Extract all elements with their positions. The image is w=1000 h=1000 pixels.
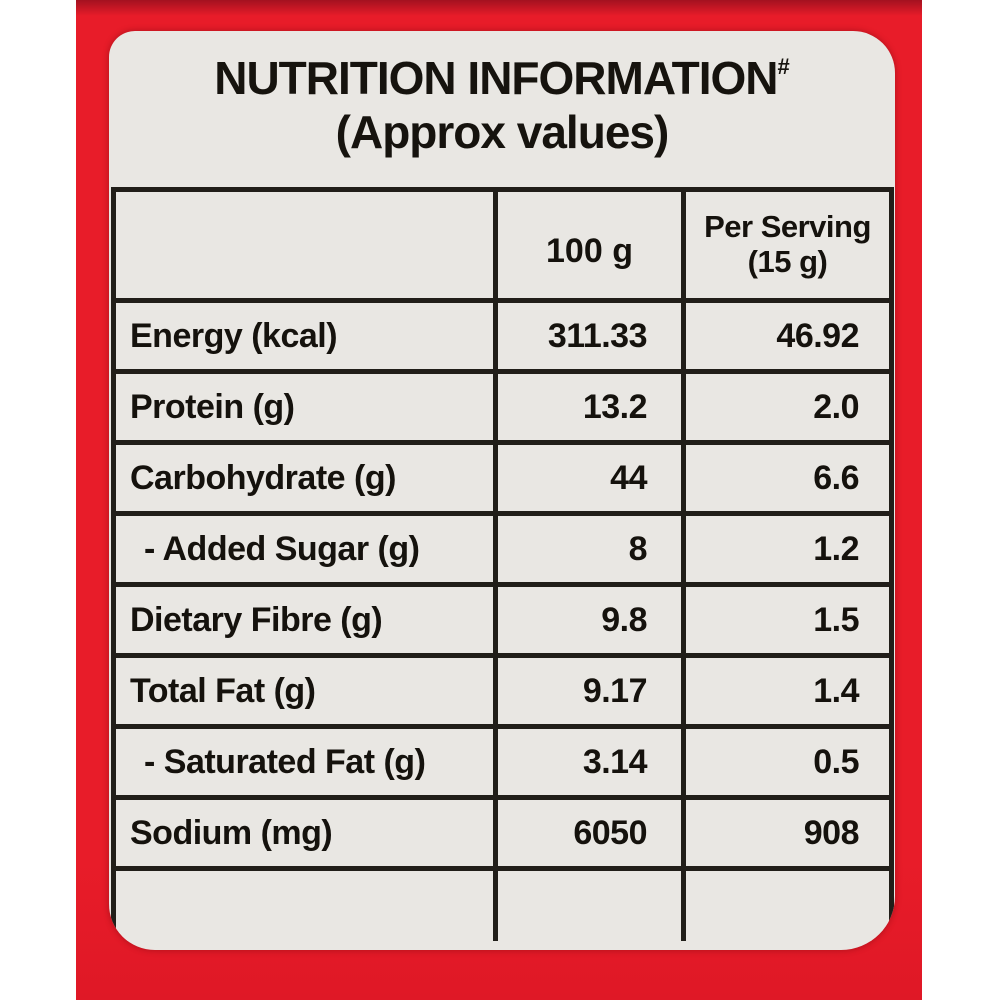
panel-title-text: NUTRITION INFORMATION <box>214 52 778 104</box>
red-package-background: NUTRITION INFORMATION# (Approx values) 1… <box>76 0 922 1000</box>
per-100g-value-cell: 311.33 <box>493 303 681 369</box>
per-serving-value-cell: 0.5 <box>681 729 889 795</box>
header-per-serving-line2: (15 g) <box>747 244 828 279</box>
table-row-empty <box>116 871 889 941</box>
per-serving-value-cell: 1.5 <box>681 587 889 653</box>
table-row: Carbohydrate (g) 44 6.6 <box>116 445 889 516</box>
per-serving-value-cell: 1.2 <box>681 516 889 582</box>
header-per-serving-cell: Per Serving (15 g) <box>681 192 889 298</box>
nutrition-table: 100 g Per Serving (15 g) Energy (kcal) 3… <box>111 187 894 941</box>
per-100g-value-cell: 6050 <box>493 800 681 866</box>
panel-title: NUTRITION INFORMATION# <box>109 51 895 105</box>
nutrient-name-cell: - Saturated Fat (g) <box>144 742 426 781</box>
panel-title-footnote-mark: # <box>777 54 790 79</box>
nutrition-table-body: Energy (kcal) 311.33 46.92 Protein (g) 1… <box>116 303 889 871</box>
empty-per-serving-cell <box>681 871 889 941</box>
per-serving-value-cell: 46.92 <box>681 303 889 369</box>
per-serving-value-cell: 2.0 <box>681 374 889 440</box>
empty-item-cell <box>116 871 493 941</box>
nutrient-name-cell: Sodium (mg) <box>130 813 333 852</box>
nutrient-name-cell: - Added Sugar (g) <box>144 529 420 568</box>
panel-subtitle: (Approx values) <box>335 106 670 158</box>
per-serving-value-cell: 908 <box>681 800 889 866</box>
per-100g-value-cell: 44 <box>493 445 681 511</box>
per-100g-value-cell: 9.8 <box>493 587 681 653</box>
per-100g-value-cell: 9.17 <box>493 658 681 724</box>
panel-title-block: NUTRITION INFORMATION# (Approx values) <box>109 31 895 159</box>
table-row: Sodium (mg) 6050 908 <box>116 800 889 871</box>
table-row: - Saturated Fat (g) 3.14 0.5 <box>116 729 889 800</box>
nutrient-name-cell: Protein (g) <box>130 387 295 426</box>
table-row: - Added Sugar (g) 8 1.2 <box>116 516 889 587</box>
per-serving-value-cell: 6.6 <box>681 445 889 511</box>
nutrient-name-cell: Energy (kcal) <box>130 316 338 355</box>
table-row: Dietary Fibre (g) 9.8 1.5 <box>116 587 889 658</box>
table-row: Energy (kcal) 311.33 46.92 <box>116 303 889 374</box>
nutrient-name-cell: Dietary Fibre (g) <box>130 600 383 639</box>
per-100g-value-cell: 3.14 <box>493 729 681 795</box>
table-header-row: 100 g Per Serving (15 g) <box>116 192 889 303</box>
per-100g-value-cell: 13.2 <box>493 374 681 440</box>
header-per-serving-line1: Per Serving <box>704 209 871 245</box>
table-row: Total Fat (g) 9.17 1.4 <box>116 658 889 729</box>
per-serving-value-cell: 1.4 <box>681 658 889 724</box>
per-100g-value-cell: 8 <box>493 516 681 582</box>
header-item-cell <box>116 192 493 298</box>
nutrient-name-cell: Carbohydrate (g) <box>130 458 396 497</box>
header-per-100g-cell: 100 g <box>493 192 681 298</box>
nutrient-name-cell: Total Fat (g) <box>130 671 316 710</box>
table-row: Protein (g) 13.2 2.0 <box>116 374 889 445</box>
nutrition-panel-card: NUTRITION INFORMATION# (Approx values) 1… <box>109 31 895 950</box>
empty-per-100g-cell <box>493 871 681 941</box>
